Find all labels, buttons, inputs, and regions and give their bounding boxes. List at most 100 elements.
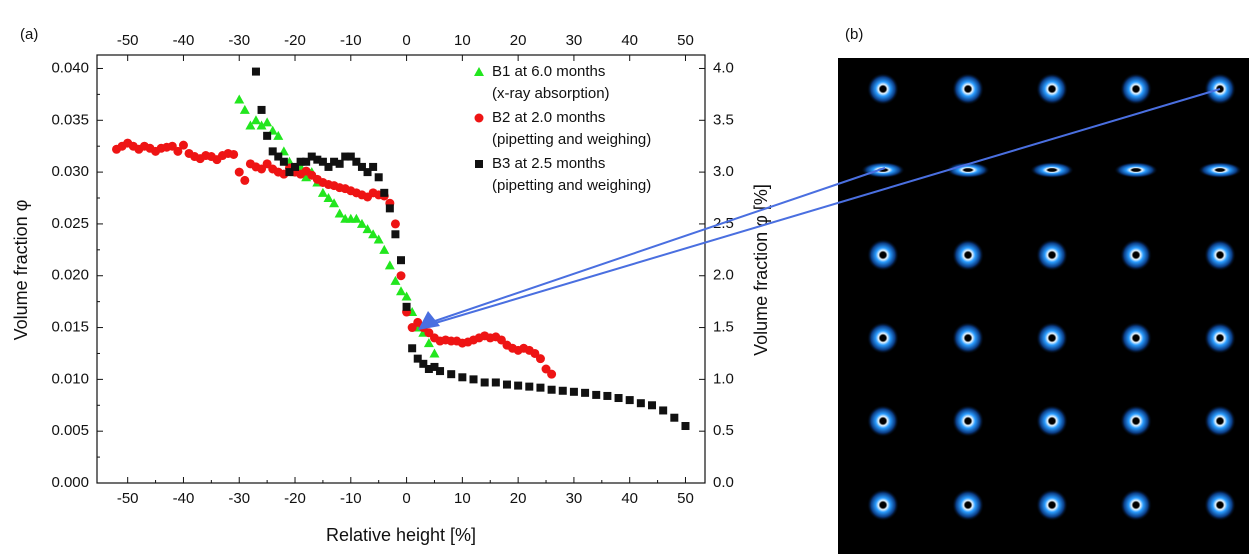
x2-tick-label: 0 — [402, 32, 410, 49]
data-point — [625, 396, 634, 405]
y-tick-label: 0.025 — [51, 215, 89, 232]
data-point — [447, 370, 456, 379]
x2-tick-label: 10 — [454, 32, 471, 49]
y2-tick-label: 4.0 — [713, 59, 734, 76]
x-tick-label: 40 — [621, 490, 638, 507]
y2-tick-label: 0.5 — [713, 422, 734, 439]
data-point — [373, 234, 384, 244]
y-tick-label: 0.005 — [51, 422, 89, 439]
x2-tick-label: 30 — [566, 32, 583, 49]
y-tick-label: 0.040 — [51, 59, 89, 76]
data-point — [379, 244, 390, 254]
x2-tick-label: -50 — [117, 32, 139, 49]
data-point — [423, 338, 434, 348]
legend-marker — [475, 160, 483, 168]
diffraction-spot — [1204, 239, 1236, 271]
data-point — [458, 373, 467, 382]
diffraction-spot — [861, 162, 905, 178]
data-point — [173, 146, 183, 156]
diffraction-spot — [1198, 162, 1242, 178]
data-point — [469, 375, 478, 384]
diffraction-spot — [1114, 162, 1158, 178]
image-panel — [838, 58, 1249, 554]
data-point — [351, 213, 362, 223]
data-point — [413, 354, 422, 363]
data-point — [357, 162, 366, 171]
diffraction-spot — [1204, 405, 1236, 437]
y-tick-label: 0.015 — [51, 319, 89, 336]
data-point — [408, 344, 417, 353]
y2-tick-label: 1.0 — [713, 370, 734, 387]
data-point — [323, 193, 334, 203]
data-point — [614, 394, 623, 403]
legend-label: B3 at 2.5 months — [492, 155, 605, 172]
diffraction-spot — [1120, 322, 1152, 354]
data-point — [274, 152, 283, 161]
legend-label: B2 at 2.0 months — [492, 109, 605, 126]
data-point — [536, 383, 545, 392]
data-point — [491, 378, 500, 387]
data-point — [313, 155, 322, 164]
data-point — [558, 386, 567, 395]
data-point — [401, 291, 412, 301]
data-point — [317, 187, 328, 197]
x2-tick-label: 50 — [677, 32, 694, 49]
data-point — [659, 406, 668, 415]
data-point — [369, 162, 378, 171]
x2-tick-label: -10 — [340, 32, 362, 49]
data-point — [356, 218, 367, 228]
x-tick-label: 30 — [566, 490, 583, 507]
diffraction-spot — [1036, 489, 1068, 521]
legend-description: (x-ray absorption) — [492, 85, 610, 102]
data-point — [397, 256, 405, 265]
data-point — [396, 286, 406, 296]
diffraction-spot — [1036, 405, 1068, 437]
diffraction-spot — [1204, 489, 1236, 521]
data-point — [240, 175, 250, 185]
data-point — [234, 94, 245, 104]
x-tick-label: -20 — [284, 490, 306, 507]
data-point — [363, 168, 372, 177]
data-point — [396, 271, 406, 281]
data-point — [603, 391, 612, 400]
data-point — [346, 152, 355, 161]
data-point — [424, 365, 433, 374]
data-point — [330, 157, 339, 166]
y-tick-label: 0.030 — [51, 163, 89, 180]
diffraction-spot — [867, 405, 899, 437]
data-point — [302, 157, 311, 166]
diffraction-spot — [952, 489, 984, 521]
x-tick-label: -10 — [340, 490, 362, 507]
data-point — [385, 204, 394, 213]
data-point — [436, 367, 445, 376]
data-point — [670, 413, 679, 422]
x-tick-label: -40 — [173, 490, 195, 507]
panel-label: (b) — [845, 26, 863, 43]
data-point — [318, 157, 327, 166]
data-point — [592, 390, 601, 399]
data-point — [502, 380, 511, 389]
legend-marker — [474, 67, 484, 76]
diffraction-spot — [952, 322, 984, 354]
data-point — [419, 359, 428, 368]
data-point — [429, 348, 440, 358]
data-point — [648, 401, 657, 410]
diffraction-spot — [1204, 322, 1236, 354]
legend-description: (pipetting and weighing) — [492, 177, 651, 194]
plot-frame — [96, 54, 706, 484]
x-tick-label: -50 — [117, 490, 139, 507]
data-point — [250, 115, 261, 125]
diffraction-spot — [952, 405, 984, 437]
data-point — [581, 388, 590, 397]
data-point — [291, 162, 300, 171]
data-point — [384, 260, 395, 270]
data-point — [535, 354, 545, 364]
data-point — [234, 167, 244, 177]
diffraction-spot — [952, 239, 984, 271]
y2-tick-label: 1.5 — [713, 319, 734, 336]
x-tick-label: -30 — [228, 490, 250, 507]
x2-tick-label: 40 — [621, 32, 638, 49]
diffraction-spot — [946, 162, 990, 178]
panel-label: (a) — [20, 26, 38, 43]
